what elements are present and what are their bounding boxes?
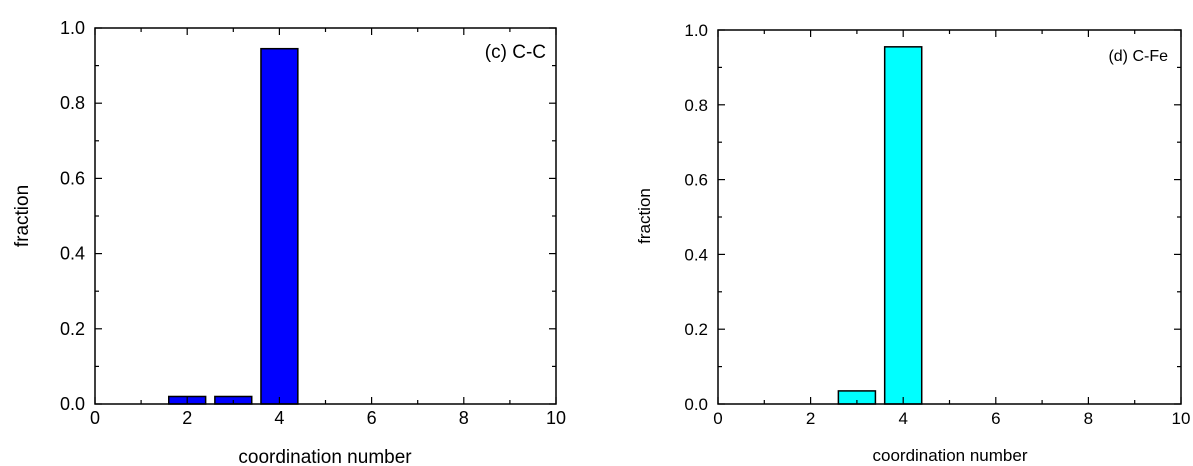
x-tick-label: 10 (546, 408, 566, 428)
x-tick-label: 6 (991, 409, 1000, 428)
chart-panel-c-c: 0 2 4 6 8 10 0.0 0.2 0.4 0.6 0.8 1.0 coordination … (12, 18, 566, 466)
y-axis-label: fraction (12, 185, 33, 247)
plot-frame (94, 27, 557, 405)
y-tick-label: 0.2 (684, 320, 708, 339)
chart-panel-c-fe: 0 2 4 6 8 10 0.0 0.2 0.4 0.6 0.8 1.0 coordination … (635, 21, 1190, 465)
axis-ticks (717, 29, 1182, 405)
bar-group (168, 47, 299, 405)
x-tick-label: 10 (1172, 409, 1191, 428)
y-tick-label: 0.0 (60, 394, 85, 414)
axis-ticks (94, 27, 557, 405)
y-tick-label: 0.4 (60, 244, 85, 264)
y-tick-labels: 0.0 0.2 0.4 0.6 0.8 1.0 (684, 21, 708, 414)
panel-annotation: (c) C-C (485, 42, 546, 63)
y-tick-label: 1.0 (60, 18, 85, 38)
y-tick-label: 0.8 (684, 96, 708, 115)
y-tick-label: 0.0 (684, 395, 708, 414)
x-tick-label: 2 (182, 408, 192, 428)
x-axis-label: coordination number (238, 447, 412, 466)
x-tick-label: 0 (713, 409, 722, 428)
y-tick-label: 0.6 (60, 168, 85, 188)
y-tick-label: 0.4 (684, 245, 708, 264)
bar-group (837, 46, 923, 405)
bar-4 (260, 47, 299, 405)
x-tick-label: 4 (898, 409, 907, 428)
y-tick-label: 0.6 (684, 171, 708, 190)
y-tick-labels: 0.0 0.2 0.4 0.6 0.8 1.0 (60, 18, 85, 414)
y-tick-label: 0.8 (60, 93, 85, 113)
x-tick-labels: 0 2 4 6 8 10 (90, 408, 566, 428)
y-tick-label: 1.0 (684, 21, 708, 40)
x-tick-label: 8 (459, 408, 469, 428)
x-tick-labels: 0 2 4 6 8 10 (713, 409, 1190, 428)
x-tick-label: 6 (367, 408, 377, 428)
x-axis-label: coordination number (873, 446, 1028, 465)
x-tick-label: 2 (806, 409, 815, 428)
y-axis-label: fraction (635, 188, 654, 244)
x-tick-label: 4 (274, 408, 284, 428)
y-tick-label: 0.2 (60, 319, 85, 339)
plot-frame (717, 29, 1182, 405)
panel-annotation: (d) C-Fe (1108, 48, 1168, 65)
bar-4 (883, 46, 923, 405)
x-tick-label: 0 (90, 408, 100, 428)
x-tick-label: 8 (1084, 409, 1093, 428)
